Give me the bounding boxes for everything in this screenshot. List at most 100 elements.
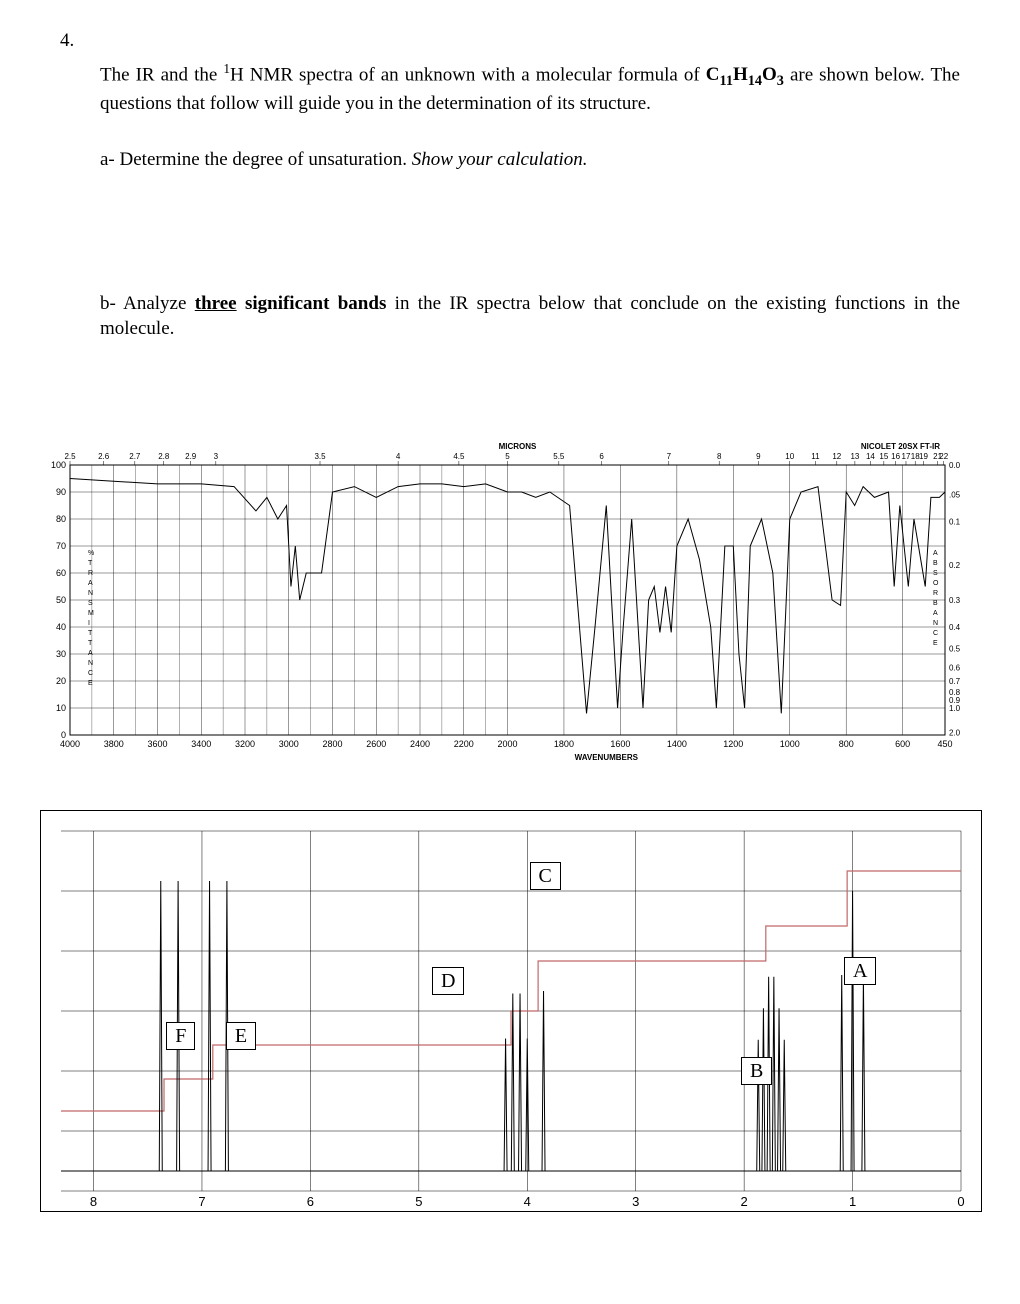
svg-text:1000: 1000 xyxy=(780,739,800,749)
svg-text:30: 30 xyxy=(56,649,66,659)
svg-text:1800: 1800 xyxy=(554,739,574,749)
svg-text:T: T xyxy=(88,560,93,567)
part-b-pre: Analyze xyxy=(123,293,195,314)
svg-text:2600: 2600 xyxy=(366,739,386,749)
svg-text:1600: 1600 xyxy=(610,739,630,749)
svg-text:12: 12 xyxy=(832,452,841,461)
svg-text:4.5: 4.5 xyxy=(453,452,465,461)
svg-text:2.9: 2.9 xyxy=(185,452,197,461)
intro-paragraph: The IR and the 1H NMR spectra of an unkn… xyxy=(100,60,960,117)
svg-text:3000: 3000 xyxy=(279,739,299,749)
svg-text:450: 450 xyxy=(937,739,952,749)
svg-text:40: 40 xyxy=(56,622,66,632)
svg-text:A: A xyxy=(88,650,93,657)
svg-text:9: 9 xyxy=(756,452,761,461)
svg-text:1400: 1400 xyxy=(667,739,687,749)
answer-space-b xyxy=(40,360,980,420)
part-a: a- Determine the degree of unsaturation.… xyxy=(100,147,960,173)
svg-text:.05: .05 xyxy=(949,491,961,500)
svg-text:C: C xyxy=(933,630,938,637)
part-a-label: a- xyxy=(100,149,120,170)
svg-text:T: T xyxy=(88,640,93,647)
svg-text:50: 50 xyxy=(56,595,66,605)
svg-text:MICRONS: MICRONS xyxy=(499,442,537,451)
part-a-italic: Show your calculation. xyxy=(412,149,588,170)
svg-text:0.4: 0.4 xyxy=(949,623,961,632)
svg-text:S: S xyxy=(933,570,938,577)
svg-text:T: T xyxy=(88,630,93,637)
svg-text:A: A xyxy=(88,580,93,587)
svg-text:3400: 3400 xyxy=(191,739,211,749)
svg-text:0.2: 0.2 xyxy=(949,561,961,570)
part-b-label: b- xyxy=(100,293,123,314)
intro-mid: H NMR spectra of an unknown with a molec… xyxy=(230,64,706,85)
svg-text:B: B xyxy=(933,560,938,567)
svg-text:5: 5 xyxy=(415,1194,422,1209)
svg-text:0: 0 xyxy=(957,1194,964,1209)
svg-text:7: 7 xyxy=(198,1194,205,1209)
svg-text:16: 16 xyxy=(891,452,900,461)
part-a-text: Determine the degree of unsaturation. xyxy=(120,149,412,170)
svg-text:100: 100 xyxy=(51,460,66,470)
formula-o-sub: 3 xyxy=(777,73,784,89)
svg-text:3800: 3800 xyxy=(104,739,124,749)
svg-text:2400: 2400 xyxy=(410,739,430,749)
nmr-label-c: C xyxy=(530,862,561,890)
problem-number: 4. xyxy=(60,30,980,52)
svg-text:90: 90 xyxy=(56,487,66,497)
svg-text:NICOLET 20SX FT-IR: NICOLET 20SX FT-IR xyxy=(861,442,940,451)
svg-text:3200: 3200 xyxy=(235,739,255,749)
ir-spectrum-chart: 4000380036003400320030002800260024002200… xyxy=(40,440,980,770)
nmr-label-b: B xyxy=(741,1057,772,1085)
svg-text:N: N xyxy=(88,660,93,667)
svg-text:7: 7 xyxy=(667,452,672,461)
svg-text:8: 8 xyxy=(90,1194,97,1209)
superscript-1: 1 xyxy=(223,61,230,76)
svg-text:0.6: 0.6 xyxy=(949,663,961,672)
svg-text:N: N xyxy=(88,590,93,597)
formula-o: O xyxy=(762,64,777,85)
svg-text:S: S xyxy=(88,600,93,607)
svg-text:19: 19 xyxy=(919,452,928,461)
svg-text:4: 4 xyxy=(396,452,401,461)
svg-text:6: 6 xyxy=(599,452,604,461)
svg-text:3.5: 3.5 xyxy=(314,452,326,461)
part-b-bold-rest: significant bands xyxy=(237,293,387,314)
svg-text:5.5: 5.5 xyxy=(553,452,565,461)
svg-text:1200: 1200 xyxy=(723,739,743,749)
svg-text:0.7: 0.7 xyxy=(949,677,961,686)
svg-text:2200: 2200 xyxy=(454,739,474,749)
svg-text:2.5: 2.5 xyxy=(64,452,76,461)
svg-text:M: M xyxy=(88,610,94,617)
svg-text:O: O xyxy=(933,580,939,587)
formula-c: C xyxy=(706,64,720,85)
svg-text:800: 800 xyxy=(839,739,854,749)
svg-text:2.6: 2.6 xyxy=(98,452,110,461)
svg-text:14: 14 xyxy=(866,452,875,461)
svg-text:0.3: 0.3 xyxy=(949,596,961,605)
svg-text:1: 1 xyxy=(849,1194,856,1209)
svg-text:B: B xyxy=(933,600,938,607)
svg-text:I: I xyxy=(88,620,90,627)
nmr-label-a: A xyxy=(844,957,876,985)
part-b: b- Analyze three significant bands in th… xyxy=(100,291,960,342)
svg-text:1.0: 1.0 xyxy=(949,704,961,713)
svg-text:%: % xyxy=(88,550,94,557)
nmr-svg: 876543210 xyxy=(41,811,981,1211)
svg-text:A: A xyxy=(933,610,938,617)
svg-text:0.1: 0.1 xyxy=(949,518,961,527)
svg-text:R: R xyxy=(88,570,93,577)
svg-text:6: 6 xyxy=(307,1194,314,1209)
svg-text:E: E xyxy=(933,640,938,647)
svg-text:0.5: 0.5 xyxy=(949,645,961,654)
svg-text:17: 17 xyxy=(902,452,911,461)
answer-space-a xyxy=(40,191,980,291)
svg-text:3: 3 xyxy=(214,452,219,461)
formula-h-sub: 14 xyxy=(748,73,762,89)
svg-text:20: 20 xyxy=(56,676,66,686)
svg-text:WAVENUMBERS: WAVENUMBERS xyxy=(575,753,639,762)
svg-text:80: 80 xyxy=(56,514,66,524)
svg-text:70: 70 xyxy=(56,541,66,551)
intro-pre: The IR and the xyxy=(100,64,223,85)
svg-text:A: A xyxy=(933,550,938,557)
